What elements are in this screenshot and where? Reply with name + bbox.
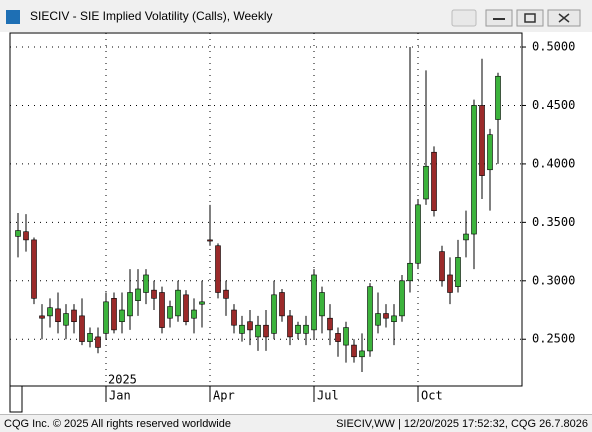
candle-body	[423, 165, 429, 200]
candle-body	[119, 309, 125, 323]
candle-body	[47, 307, 53, 317]
candle-body	[383, 313, 389, 319]
maximize-button[interactable]	[516, 9, 544, 27]
footer-right: SIECIV,WW | 12/20/2025 17:52:32, CQG 26.…	[336, 418, 588, 430]
candle-body	[239, 324, 245, 334]
candle-body	[271, 294, 277, 334]
candle-body	[447, 274, 453, 293]
candle-body	[39, 315, 45, 319]
candle-body	[151, 289, 157, 299]
x-tick-label: Jan	[109, 389, 131, 403]
candle-body	[287, 315, 293, 338]
candle-body	[207, 239, 213, 242]
candle-body	[103, 301, 109, 334]
candle-body	[55, 308, 61, 323]
candle-body	[15, 230, 21, 237]
candle-body	[495, 75, 501, 120]
candle-body	[391, 315, 397, 323]
footer-left: CQG Inc. © 2025 All rights reserved worl…	[4, 418, 231, 430]
candle-body	[215, 245, 221, 293]
candle-body	[439, 251, 445, 282]
candle-body	[79, 315, 85, 342]
candle-body	[223, 289, 229, 299]
close-icon	[558, 13, 570, 23]
candle-body	[415, 204, 421, 264]
y-tick-label: 0.4500	[532, 98, 575, 112]
candle-body	[87, 333, 93, 342]
candle-body	[319, 292, 325, 317]
candle-body	[143, 274, 149, 293]
candle-body	[111, 298, 117, 331]
candle-body	[399, 280, 405, 317]
candle-body	[295, 324, 301, 334]
corner-box	[9, 385, 23, 413]
candle-body	[367, 286, 373, 352]
candle-body	[479, 105, 485, 176]
candle-body	[199, 301, 205, 305]
candle-body	[63, 313, 69, 326]
candle-body	[95, 336, 101, 348]
candle-body	[135, 288, 141, 301]
candle-body	[175, 289, 181, 317]
candle-body	[255, 324, 261, 338]
candle-body	[487, 134, 493, 171]
candle-body	[343, 327, 349, 346]
window-title: SIECIV - SIE Implied Volatility (Calls),…	[30, 9, 273, 23]
candle-body	[71, 309, 77, 323]
candle-body	[167, 306, 173, 319]
year-label: 2025	[108, 373, 137, 387]
candle-body	[191, 309, 197, 319]
candle-body	[431, 151, 437, 211]
candle-body	[455, 257, 461, 287]
candle-body	[31, 239, 37, 299]
y-tick-label: 0.3500	[532, 215, 575, 229]
candle-body	[327, 317, 333, 331]
candle-body	[159, 292, 165, 328]
y-tick-label: 0.4000	[532, 156, 575, 170]
candle-body	[183, 294, 189, 323]
x-tick-label: Jul	[317, 389, 339, 403]
candle-body	[407, 262, 413, 282]
candle-body	[471, 105, 477, 235]
candle-body	[263, 324, 269, 338]
candle-body	[303, 324, 309, 334]
candle-body	[23, 231, 29, 241]
status-bar	[0, 415, 592, 432]
candle-body	[351, 344, 357, 358]
candle-body	[279, 292, 285, 317]
candle-body	[231, 309, 237, 326]
y-tick-label: 0.3000	[532, 273, 575, 287]
candle-body	[463, 233, 469, 241]
candle-body	[375, 313, 381, 326]
candle-body	[127, 292, 133, 317]
x-tick-label: Oct	[421, 389, 443, 403]
candle-body	[359, 350, 365, 358]
candle-body	[247, 321, 253, 331]
y-tick-label: 0.5000	[532, 40, 575, 54]
candle-body	[335, 333, 341, 342]
link-button[interactable]	[451, 9, 477, 27]
x-tick-label: Apr	[213, 389, 235, 403]
maximize-icon	[524, 13, 536, 23]
app-icon	[6, 10, 20, 24]
y-tick-label: 0.2500	[532, 332, 575, 346]
candle-body	[311, 274, 317, 331]
